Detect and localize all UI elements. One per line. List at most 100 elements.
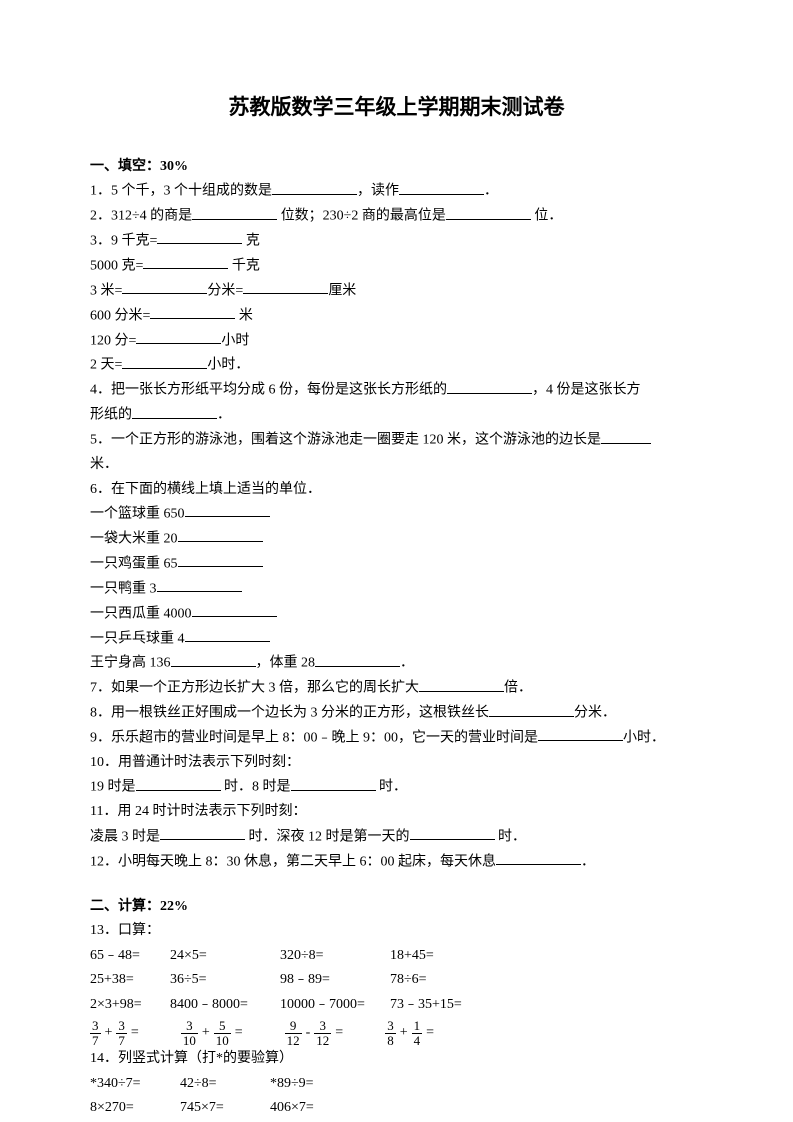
calc-cell: *89÷9= [270, 1072, 360, 1097]
q9: 9．乐乐超市的营业时间是早上 8：00﹣晚上 9：00，它一天的营业时间是 小时． [90, 726, 703, 751]
q5-text-a: 5．一个正方形的游泳池，围着这个游泳池走一圈要走 120 米，这个游泳池的边长是 [90, 433, 601, 448]
q3-text-l: 2 天= [90, 358, 122, 373]
q7-text-b: 倍． [504, 681, 532, 696]
q6-e-text: 一只西瓜重 4000 [90, 606, 192, 621]
q6-f: 一只乒乓球重 4 [90, 627, 703, 652]
q3-text-c: 5000 克= [90, 258, 143, 273]
q6-d: 一只鸭重 3 [90, 577, 703, 602]
q10: 19 时是 时．8 时是 时． [90, 775, 703, 800]
q12-blank[interactable] [496, 850, 581, 865]
q3-line4: 600 分米= 米 [90, 304, 703, 329]
q6-a-blank[interactable] [185, 502, 270, 517]
numerator: 3 [90, 1019, 101, 1033]
q6-e-blank[interactable] [192, 602, 277, 617]
q6-g-blank1[interactable] [171, 651, 256, 666]
numerator: 5 [217, 1019, 228, 1033]
calc-cell: 320÷8= [280, 944, 390, 969]
q10-header: 10．用普通计时法表示下列时刻： [90, 751, 703, 776]
equals: = [426, 1021, 434, 1046]
q3-blank-3[interactable] [122, 279, 207, 294]
q3-blank-7[interactable] [122, 353, 207, 368]
q3-blank-1[interactable] [157, 229, 242, 244]
fraction: 912 [285, 1019, 302, 1047]
q5-blank-1[interactable] [601, 428, 651, 443]
q2-blank-2[interactable] [446, 204, 531, 219]
q3-text-b: 克 [242, 233, 260, 248]
q3-line2: 5000 克= 千克 [90, 254, 703, 279]
q3-blank-2[interactable] [143, 254, 228, 269]
q4-line1: 4．把一张长方形纸平均分成 6 份，每份是这张长方形纸的，4 份是这张长方 [90, 378, 703, 403]
frac-expr-3: 912 - 312 = [285, 1019, 348, 1047]
denominator: 8 [385, 1033, 396, 1048]
numerator: 3 [385, 1019, 396, 1033]
numerator: 3 [184, 1019, 195, 1033]
q11-text-c: 时． [495, 829, 527, 844]
page-title: 苏教版数学三年级上学期期末测试卷 [90, 90, 703, 127]
q6-d-text: 一只鸭重 3 [90, 581, 157, 596]
q3-text-k: 小时 [221, 333, 249, 348]
q2-blank-1[interactable] [192, 204, 277, 219]
q9-text-b: 小时． [623, 730, 665, 745]
q3-blank-6[interactable] [136, 329, 221, 344]
denominator: 10 [214, 1033, 231, 1048]
section-1-header: 一、填空：30% [90, 155, 703, 180]
calc-cell: 8400﹣8000= [170, 993, 280, 1018]
equals: = [131, 1021, 139, 1046]
fraction: 510 [214, 1019, 231, 1047]
calc-cell: 745×7= [180, 1096, 270, 1121]
q4-text-c: 形纸的 [90, 408, 132, 423]
q11-blank2[interactable] [410, 825, 495, 840]
calc-cell: 24×5= [170, 944, 280, 969]
calc-cell: 36÷5= [170, 968, 280, 993]
q3-text-g: 厘米 [328, 283, 356, 298]
q6-b-blank[interactable] [178, 527, 263, 542]
q6-header: 6．在下面的横线上填上适当的单位． [90, 478, 703, 503]
q1-blank-1[interactable] [272, 179, 357, 194]
q6-a: 一个篮球重 650 [90, 502, 703, 527]
q3-blank-4[interactable] [243, 279, 328, 294]
numerator: 3 [116, 1019, 127, 1033]
q6-f-text: 一只乒乓球重 4 [90, 631, 185, 646]
calc-cell: 78÷6= [390, 968, 500, 993]
q10-blank1[interactable] [136, 775, 221, 790]
denominator: 4 [412, 1033, 423, 1048]
numerator: 9 [288, 1019, 299, 1033]
q6-g-text2: ，体重 28 [256, 656, 316, 671]
q11-blank1[interactable] [160, 825, 245, 840]
calc-cell: 2×3+98= [90, 993, 170, 1018]
q10-text-c: 时． [376, 780, 408, 795]
q10-text-b: 时．8 时是 [221, 780, 291, 795]
q5-text-b: 米． [90, 457, 118, 472]
q1-blank-2[interactable] [399, 179, 484, 194]
equals: = [335, 1021, 343, 1046]
q6-g-blank2[interactable] [315, 651, 400, 666]
fraction-row: 37 + 37 = 310 + 510 = 912 - 312 = 38 + 1… [90, 1019, 703, 1047]
q6-e: 一只西瓜重 4000 [90, 602, 703, 627]
numerator: 3 [318, 1019, 329, 1033]
q9-text-a: 9．乐乐超市的营业时间是早上 8：00﹣晚上 9：00，它一天的营业时间是 [90, 730, 538, 745]
q3-blank-5[interactable] [150, 304, 235, 319]
q5-line1: 5．一个正方形的游泳池，围着这个游泳池走一圈要走 120 米，这个游泳池的边长是 [90, 428, 703, 453]
q4-blank-2[interactable] [132, 403, 217, 418]
frac-expr-1: 37 + 37 = [90, 1019, 143, 1047]
q1: 1．5 个千，3 个十组成的数是，读作． [90, 179, 703, 204]
q6-f-blank[interactable] [185, 627, 270, 642]
denominator: 12 [285, 1033, 302, 1048]
q6-d-blank[interactable] [157, 577, 242, 592]
operator: + [202, 1021, 210, 1046]
q4-blank-1[interactable] [447, 378, 532, 393]
q10-blank2[interactable] [291, 775, 376, 790]
q7-blank[interactable] [419, 676, 504, 691]
q8-blank[interactable] [489, 701, 574, 716]
calc-cell: 18+45= [390, 944, 500, 969]
section-2-header: 二、计算：22% [90, 895, 703, 920]
q4-text-a: 4．把一张长方形纸平均分成 6 份，每份是这张长方形纸的 [90, 383, 447, 398]
q1-text-c: ． [484, 184, 498, 199]
q9-blank[interactable] [538, 726, 623, 741]
q11-header: 11．用 24 时计时法表示下列时刻： [90, 800, 703, 825]
q8: 8．用一根铁丝正好围成一个边长为 3 分米的正方形，这根铁丝长分米． [90, 701, 703, 726]
q12-text-b: ． [581, 854, 595, 869]
q6-b: 一袋大米重 20 [90, 527, 703, 552]
q10-text-a: 19 时是 [90, 780, 136, 795]
q6-c-blank[interactable] [178, 552, 263, 567]
